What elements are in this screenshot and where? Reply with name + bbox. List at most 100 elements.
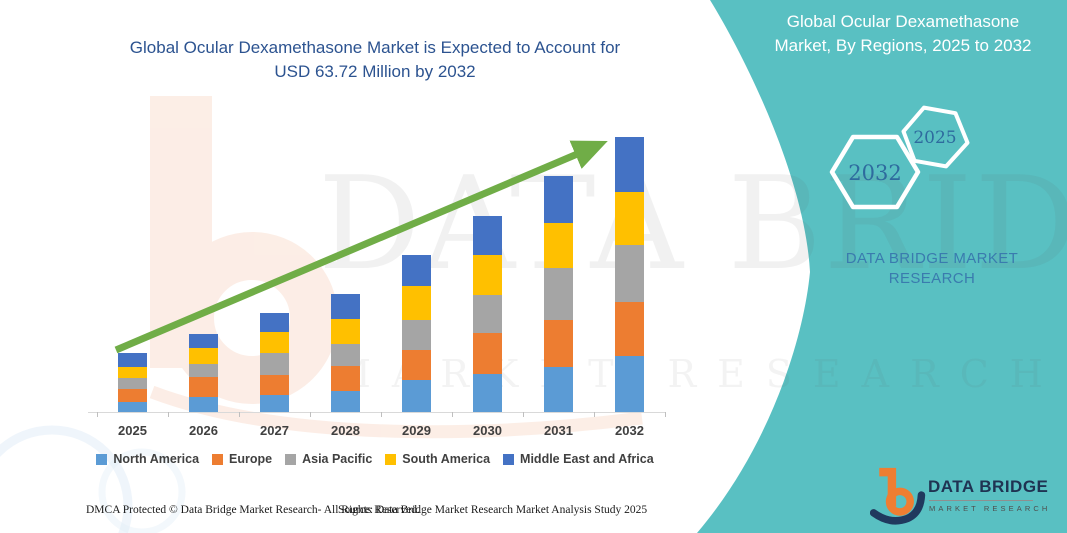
segment-2026-europe [189,377,218,397]
bar-2030 [473,216,502,412]
segment-2027-north-america [260,395,289,412]
x-axis-label-2031: 2031 [544,423,573,438]
x-axis-line [88,412,666,413]
legend-swatch-icon [503,453,515,465]
legend-swatch-icon [212,453,224,465]
hexagon-2025: 2025 [901,105,970,169]
brand-text: DATA BRIDGE MARKET RESEARCH [822,249,1042,289]
bar-2025 [118,353,147,412]
panel-title: Global Ocular Dexamethasone Market, By R… [742,10,1064,58]
segment-2031-south-america [544,223,573,269]
x-axis-tick [97,412,98,417]
panel-title-line2: Market, By Regions, 2025 to 2032 [774,36,1032,55]
segment-2031-asia-pacific [544,268,573,321]
segment-2029-south-america [402,285,431,320]
hexagon-2025-outline [901,105,970,169]
segment-2025-middle-east-and-africa [118,353,147,368]
legend-item-middle-east-and-africa: Middle East and Africa [503,452,654,466]
bar-2026 [189,334,218,412]
segment-2032-asia-pacific [615,244,644,302]
segment-2025-south-america [118,367,147,378]
dbmr-logo-divider [929,500,1033,501]
x-axis-tick [523,412,524,417]
legend-swatch-icon [285,453,297,465]
segment-2029-north-america [402,380,431,412]
legend-item-europe: Europe [212,452,272,466]
segment-2032-europe [615,301,644,356]
segment-2031-middle-east-and-africa [544,175,573,224]
segment-2028-south-america [331,318,360,344]
x-axis-tick [594,412,595,417]
segment-2028-asia-pacific [331,343,360,366]
segment-2030-north-america [473,374,502,412]
teal-panel-shape [697,0,1067,533]
footer-source-text: Source: Data Bridge Market Research Mark… [338,504,648,516]
hexagon-2025-label: 2025 [913,128,956,148]
segment-2028-middle-east-and-africa [331,293,360,319]
dbmr-logo-title: DATA BRIDGE [928,477,1049,496]
legend-item-south-america: South America [385,452,490,466]
page-title-line2: USD 63.72 Million by 2032 [274,62,476,81]
x-axis-label-2028: 2028 [331,423,360,438]
segment-2025-north-america [118,402,147,412]
segment-2029-asia-pacific [402,319,431,350]
segment-2029-middle-east-and-africa [402,255,431,286]
legend-item-asia-pacific: Asia Pacific [285,452,372,466]
legend-label: South America [402,452,491,466]
segment-2030-europe [473,333,502,375]
x-axis-tick [239,412,240,417]
brand-text-line2: RESEARCH [888,270,976,287]
dbmr-logo-subtitle: MARKET RESEARCH [929,504,1051,513]
segment-2027-middle-east-and-africa [260,313,289,333]
x-axis-tick [452,412,453,417]
hexagon-2032-outline [829,134,921,210]
hexagon-2032-label: 2032 [848,161,901,185]
segment-2027-asia-pacific [260,353,289,376]
x-axis-tick [665,412,666,417]
segment-2027-europe [260,375,289,396]
footer-dmca-text: DMCA Protected © Data Bridge Market Rese… [86,504,420,516]
legend: North America Europe Asia Pacific South Ame… [85,452,665,466]
x-axis-tick [310,412,311,417]
segment-2028-north-america [331,390,360,412]
x-axis-label-2027: 2027 [260,423,289,438]
bar-2032 [615,137,644,412]
hexagon-2032: 2032 [829,134,921,210]
segment-2030-middle-east-and-africa [473,216,502,255]
x-axis-label-2032: 2032 [615,423,644,438]
legend-swatch-icon [96,453,108,465]
x-axis-label-2029: 2029 [402,423,431,438]
legend-label: Europe [229,452,273,466]
legend-label: Asia Pacific [302,452,373,466]
brand-text-line1: DATA BRIDGE MARKET [845,250,1019,267]
segment-2026-asia-pacific [189,364,218,378]
dbmr-logo-b-icon [870,467,926,525]
x-axis-tick [381,412,382,417]
segment-2031-north-america [544,367,573,412]
segment-2026-middle-east-and-africa [189,334,218,349]
x-axis-label-2030: 2030 [473,423,502,438]
segment-2032-middle-east-and-africa [615,137,644,192]
x-axis-label-2025: 2025 [118,423,147,438]
segment-2026-north-america [189,396,218,412]
legend-label: Middle East and Africa [520,452,654,466]
bar-2027 [260,313,289,412]
segment-2032-south-america [615,191,644,245]
segment-2027-south-america [260,332,289,354]
page-title-line1: Global Ocular Dexamethasone Market is Ex… [129,38,621,57]
segment-2031-europe [544,320,573,368]
bar-2028 [331,293,360,412]
watermark-swoosh-icon [0,425,186,533]
bar-2031 [544,175,573,412]
legend-swatch-icon [385,453,397,465]
panel-title-line1: Global Ocular Dexamethasone [786,12,1020,31]
segment-2028-europe [331,365,360,391]
legend-item-north-america: North America [96,452,199,466]
segment-2030-asia-pacific [473,295,502,334]
segment-2026-south-america [189,348,218,365]
x-axis-label-2026: 2026 [189,423,218,438]
segment-2025-asia-pacific [118,377,147,390]
